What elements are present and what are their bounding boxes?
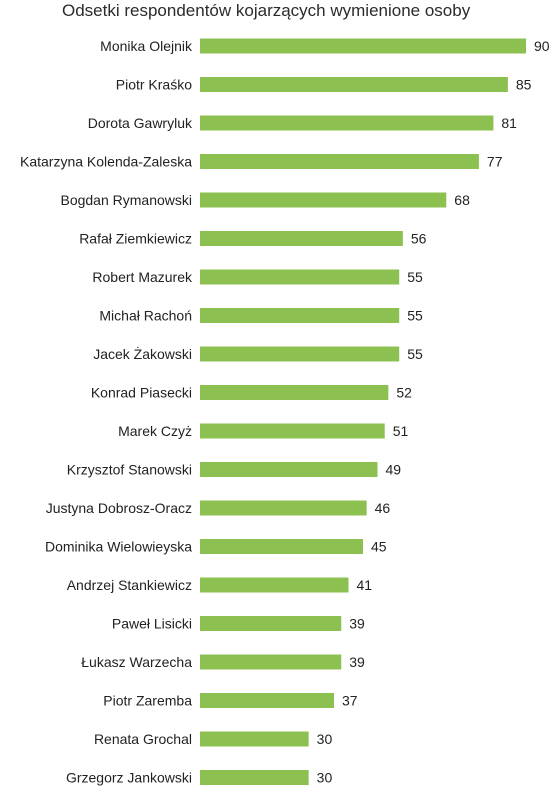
value-label: 37	[342, 693, 358, 709]
bar	[200, 577, 349, 593]
value-label: 55	[407, 269, 423, 285]
bar	[200, 346, 400, 362]
value-label: 41	[357, 577, 373, 593]
category-label: Rafał Ziemkiewicz	[79, 231, 192, 247]
bar	[200, 731, 309, 747]
category-label: Piotr Zaremba	[103, 693, 192, 709]
category-label: Robert Mazurek	[92, 269, 193, 285]
value-label: 90	[534, 38, 550, 54]
value-label: 39	[349, 616, 365, 632]
bar	[200, 539, 363, 554]
bar	[200, 693, 335, 708]
bar	[200, 616, 342, 631]
bar	[200, 231, 403, 246]
bar	[200, 385, 389, 400]
category-label: Andrzej Stankiewicz	[67, 577, 192, 593]
category-label: Grzegorz Jankowski	[66, 770, 192, 786]
bar	[200, 770, 309, 785]
value-label: 68	[454, 192, 470, 208]
value-label: 85	[516, 77, 532, 93]
category-label: Michał Rachoń	[99, 308, 192, 324]
value-label: 39	[349, 654, 365, 670]
category-label: Justyna Dobrosz-Oracz	[46, 500, 192, 516]
category-label: Krzysztof Stanowski	[67, 462, 192, 478]
value-label: 52	[396, 385, 412, 401]
category-label: Marek Czyż	[118, 423, 192, 439]
bar	[200, 500, 367, 516]
bar	[200, 269, 400, 285]
category-label: Dorota Gawryluk	[88, 115, 193, 131]
value-label: 49	[385, 462, 401, 478]
category-label: Monika Olejnik	[100, 38, 193, 54]
category-label: Dominika Wielowieyska	[45, 539, 192, 555]
category-label: Jacek Żakowski	[93, 345, 192, 362]
bar	[200, 38, 526, 54]
category-label: Łukasz Warzecha	[81, 654, 192, 670]
value-label: 45	[371, 539, 387, 555]
bar	[200, 308, 400, 323]
value-label: 56	[411, 231, 427, 247]
value-label: 30	[317, 770, 333, 786]
bar	[200, 154, 479, 169]
bar	[200, 115, 494, 131]
value-label: 55	[407, 346, 423, 362]
bar	[200, 423, 385, 439]
category-label: Bogdan Rymanowski	[60, 192, 192, 208]
value-label: 46	[375, 500, 391, 516]
bar	[200, 192, 447, 208]
value-label: 51	[393, 423, 409, 439]
category-label: Paweł Lisicki	[112, 616, 192, 632]
value-label: 81	[501, 115, 517, 131]
chart-title: Odsetki respondentów kojarzących wymieni…	[62, 1, 471, 20]
bar	[200, 654, 342, 670]
value-label: 30	[317, 731, 333, 747]
category-label: Katarzyna Kolenda-Zaleska	[20, 154, 192, 170]
value-label: 77	[487, 154, 503, 170]
bar	[200, 462, 378, 477]
category-label: Piotr Kraśko	[116, 77, 192, 93]
value-label: 55	[407, 308, 423, 324]
bar	[200, 77, 508, 92]
category-label: Konrad Piasecki	[91, 385, 192, 401]
category-label: Renata Grochal	[94, 731, 192, 747]
